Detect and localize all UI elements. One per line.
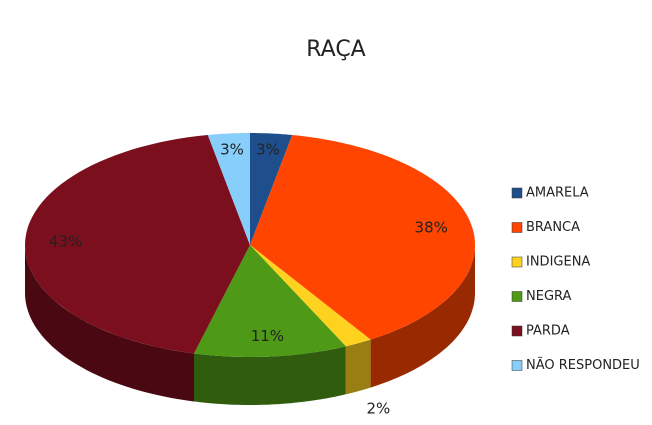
slice [250, 135, 475, 340]
legend-label: INDIGENA [526, 255, 590, 270]
slice [207, 133, 250, 245]
slice-side [194, 346, 346, 405]
slice-side [345, 339, 371, 395]
slice [194, 245, 346, 357]
slice-side [25, 245, 194, 402]
legend-swatch [511, 360, 523, 371]
chart-title: RAÇA [306, 37, 365, 62]
slice [250, 133, 293, 245]
slice [250, 245, 371, 347]
data-label: 2% [366, 400, 390, 418]
slice-side [370, 245, 475, 388]
legend-label: NÃO RESPONDEU [526, 357, 640, 373]
legend-swatch [511, 187, 523, 199]
data-label: 43% [49, 233, 82, 251]
legend-swatch [511, 256, 523, 268]
legend-swatch [511, 222, 523, 233]
data-label: 3% [220, 141, 244, 159]
legend-swatch [511, 325, 523, 337]
slice [25, 135, 250, 354]
data-label: 38% [415, 218, 448, 236]
data-label: 11% [251, 327, 284, 345]
legend-swatch [511, 291, 523, 302]
data-label: 3% [256, 141, 280, 159]
legend-label: BRANCA [526, 220, 580, 235]
legend-label: NEGRA [526, 289, 572, 304]
legend-label: AMARELA [526, 186, 589, 201]
legend-label: PARDA [526, 324, 570, 339]
